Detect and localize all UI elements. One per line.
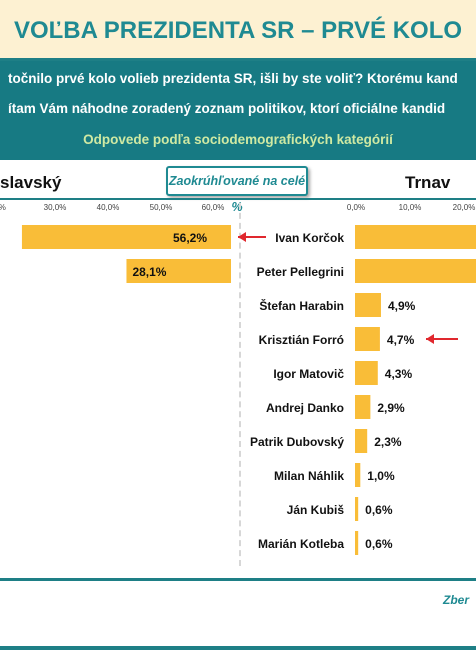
region-title-left: slavský	[0, 173, 62, 192]
candidate-label: Marián Kotleba	[258, 537, 344, 551]
highlight-arrow-right-head	[426, 334, 434, 344]
candidate-label: Igor Matovič	[273, 367, 344, 381]
highlight-arrow-left-head	[238, 232, 246, 242]
right-bar-clipped	[355, 225, 476, 249]
right-bar-value-label: 0,6%	[365, 537, 393, 551]
right-bar-value-label: 2,3%	[374, 435, 402, 449]
left-bar	[21, 225, 231, 249]
right-bar	[355, 395, 371, 419]
question-line-1: točnilo prvé kolo volieb prezidenta SR, …	[8, 71, 458, 86]
candidate-label: Andrej Danko	[266, 401, 344, 415]
chart-area: ,0% 30,0% 40,0% 50,0% 60,0% 0,0% 10,0% 20,0% 56,…	[0, 203, 476, 555]
right-bar	[355, 463, 361, 487]
right-axis-tick: 20,0%	[453, 203, 476, 212]
bottom-divider	[0, 646, 476, 650]
page-title: VOĽBA PREZIDENTA SR – PRVÉ KOLO	[13, 17, 463, 44]
candidate-label: Krisztián Forró	[259, 333, 344, 347]
left-bar-value-label: 28,1%	[132, 265, 166, 279]
right-bar-value-label: 2,9%	[377, 401, 405, 415]
question-line-2: ítam Vám náhodne zoradený zoznam politik…	[8, 101, 446, 116]
candidate-label: Patrik Dubovský	[250, 435, 344, 449]
right-bar-value-label: 4,3%	[385, 367, 413, 381]
right-bar	[355, 497, 359, 521]
rounding-note: Zaokrúhľované na celé %	[168, 174, 306, 214]
title-bar	[0, 0, 476, 61]
right-axis-tick: 0,0%	[347, 203, 365, 212]
rounding-note-box: Zaokrúhľované na celé %	[166, 166, 308, 214]
candidate-label: Ján Kubiš	[287, 503, 345, 517]
candidate-label: Štefan Harabin	[259, 298, 344, 313]
left-bar	[126, 259, 231, 283]
left-axis-tick: 40,0%	[97, 203, 120, 212]
right-axis-tick: 10,0%	[399, 203, 422, 212]
candidate-label: Milan Náhlik	[274, 469, 344, 483]
left-axis-tick: 50,0%	[150, 203, 173, 212]
right-bar-value-label: 0,6%	[365, 503, 393, 517]
chart-separator	[239, 203, 241, 566]
right-bar	[355, 293, 381, 317]
candidate-label: Peter Pellegrini	[257, 265, 344, 279]
region-title-right: Trnav	[405, 173, 451, 192]
right-bar	[355, 429, 368, 453]
footer-divider	[0, 578, 476, 581]
left-axis-tick: 30,0%	[44, 203, 67, 212]
left-axis-tick: 60,0%	[202, 203, 225, 212]
right-bar	[355, 361, 378, 385]
right-bar-clipped	[355, 259, 476, 283]
left-bar-value-label: 56,2%	[173, 231, 207, 245]
question-subtitle: Odpovede podľa sociodemografických kateg…	[83, 132, 393, 147]
right-bar-value-label: 1,0%	[367, 469, 395, 483]
question-panel: točnilo prvé kolo volieb prezidenta SR, …	[0, 61, 476, 160]
right-bar-value-label: 4,7%	[387, 333, 415, 347]
divider	[0, 198, 476, 200]
left-axis-tick: ,0%	[0, 203, 6, 212]
footer-text: Zber	[443, 593, 470, 607]
right-bar	[355, 327, 380, 351]
right-bar	[355, 531, 359, 555]
right-bar-value-label: 4,9%	[388, 299, 416, 313]
candidate-label: Ivan Korčok	[275, 231, 344, 245]
